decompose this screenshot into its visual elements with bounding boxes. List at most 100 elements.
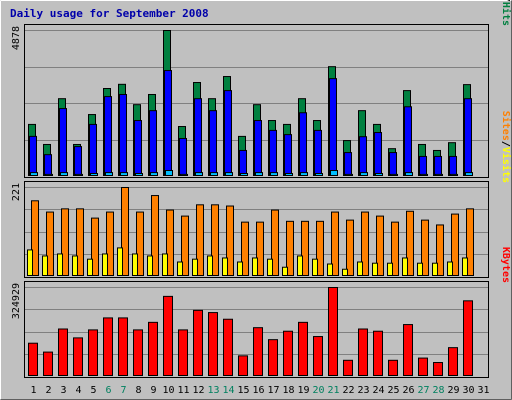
bar-kbytes <box>88 329 98 376</box>
day-label: 28 <box>432 385 444 396</box>
bar-sites <box>61 208 69 276</box>
legend: Sites/Visits <box>500 111 512 183</box>
bar-files <box>209 110 217 176</box>
kbytes-panel: 324929 KBytes <box>11 247 511 378</box>
day-label: 25 <box>387 385 399 396</box>
bar-kbytes <box>283 330 293 377</box>
bar-sites <box>211 204 219 276</box>
bar-files <box>419 155 427 177</box>
bar-sites <box>391 221 399 276</box>
legend: Pages/Files/Hits <box>500 0 512 26</box>
day-label: 19 <box>297 385 309 396</box>
bar-kbytes <box>403 324 413 377</box>
bar-files <box>179 137 187 177</box>
bar-sites <box>196 204 204 276</box>
bar-pages <box>450 173 458 176</box>
day-label: 26 <box>402 385 414 396</box>
bar-files <box>284 134 292 176</box>
bar-kbytes <box>418 357 428 376</box>
bar-sites <box>46 211 54 276</box>
bar-kbytes <box>343 359 353 376</box>
bar-pages <box>195 172 203 176</box>
bar-files <box>329 78 337 176</box>
bar-kbytes <box>388 359 398 376</box>
chart-title: Daily usage for September 2008 <box>10 7 209 20</box>
bar-visits <box>462 257 468 277</box>
bar-pages <box>270 172 278 176</box>
panels: 4878Pages/Files/Hits221Sites/Visits32492… <box>11 0 512 378</box>
day-label: 27 <box>417 385 429 396</box>
bar-files <box>224 90 232 176</box>
bar-pages <box>345 173 353 176</box>
legend-entry: Sites <box>500 111 512 141</box>
bar-kbytes <box>253 327 263 376</box>
bar-kbytes <box>223 318 233 377</box>
day-label: 16 <box>252 385 264 396</box>
bar-visits <box>222 257 228 277</box>
bar-pages <box>405 172 413 176</box>
bar-sites <box>106 211 114 276</box>
bar-files <box>89 123 97 176</box>
legend-entry: Hits <box>500 2 512 26</box>
bar-sites <box>136 211 144 276</box>
day-label: 10 <box>162 385 174 396</box>
day-label: 18 <box>282 385 294 396</box>
bar-visits <box>192 258 198 276</box>
bar-sites <box>436 224 444 276</box>
bar-visits <box>207 255 213 276</box>
bar-kbytes <box>58 328 68 377</box>
day-label: 20 <box>312 385 324 396</box>
bar-sites <box>421 219 429 276</box>
day-label: 24 <box>372 385 384 396</box>
bar-kbytes <box>118 317 128 377</box>
bar-pages <box>225 172 233 176</box>
bar-sites <box>466 208 474 276</box>
y-max-label: 4878 <box>11 26 22 50</box>
bar-pages <box>435 173 443 176</box>
bar-files <box>464 98 472 176</box>
bar-files <box>269 129 277 176</box>
day-label: 14 <box>222 385 234 396</box>
bar-visits <box>447 261 453 276</box>
bar-kbytes <box>433 362 443 376</box>
bar-sites <box>316 220 324 276</box>
bar-visits <box>312 258 318 276</box>
bar-visits <box>237 261 243 276</box>
bar-visits <box>342 268 348 276</box>
bar-files <box>29 135 37 177</box>
bar-sites <box>376 215 384 276</box>
bar-sites <box>406 210 414 276</box>
bar-visits <box>357 261 363 276</box>
legend-entry: / <box>500 141 511 147</box>
bar-visits <box>372 262 378 277</box>
bar-kbytes <box>328 287 338 376</box>
bar-files <box>449 155 457 177</box>
bar-kbytes <box>133 329 143 376</box>
y-max-label: 324929 <box>11 283 22 319</box>
bar-pages <box>180 173 188 176</box>
bar-files <box>59 108 67 176</box>
bar-files <box>119 93 127 176</box>
bar-files <box>434 155 442 177</box>
bar-visits <box>177 261 183 276</box>
bar-visits <box>252 257 258 277</box>
bar-files <box>344 152 352 176</box>
bar-sites <box>166 209 174 276</box>
bar-visits <box>117 247 123 277</box>
day-label: 9 <box>150 385 156 396</box>
day-label: 3 <box>60 385 66 396</box>
bar-pages <box>45 173 53 176</box>
bar-visits <box>57 253 63 277</box>
day-label: 8 <box>135 385 141 396</box>
bar-visits <box>132 253 138 277</box>
day-label: 22 <box>342 385 354 396</box>
bar-pages <box>360 172 368 176</box>
day-label: 13 <box>207 385 219 396</box>
bar-sites <box>76 208 84 276</box>
bar-files <box>359 136 367 176</box>
bar-visits <box>327 263 333 277</box>
bar-pages <box>60 172 68 176</box>
bar-sites <box>346 219 354 276</box>
day-label: 30 <box>462 385 474 396</box>
